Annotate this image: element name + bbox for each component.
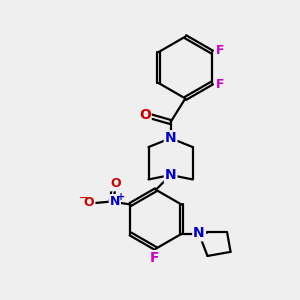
Text: N: N [193,226,205,240]
Text: O: O [139,108,151,122]
Text: N: N [165,168,176,182]
Text: N: N [165,131,176,145]
Text: F: F [216,44,225,57]
Text: O: O [110,177,121,190]
Text: O: O [84,196,94,209]
Text: −: − [79,193,88,203]
Text: +: + [118,192,126,202]
Text: F: F [216,78,225,91]
Text: F: F [150,251,159,265]
Text: N: N [110,195,120,208]
